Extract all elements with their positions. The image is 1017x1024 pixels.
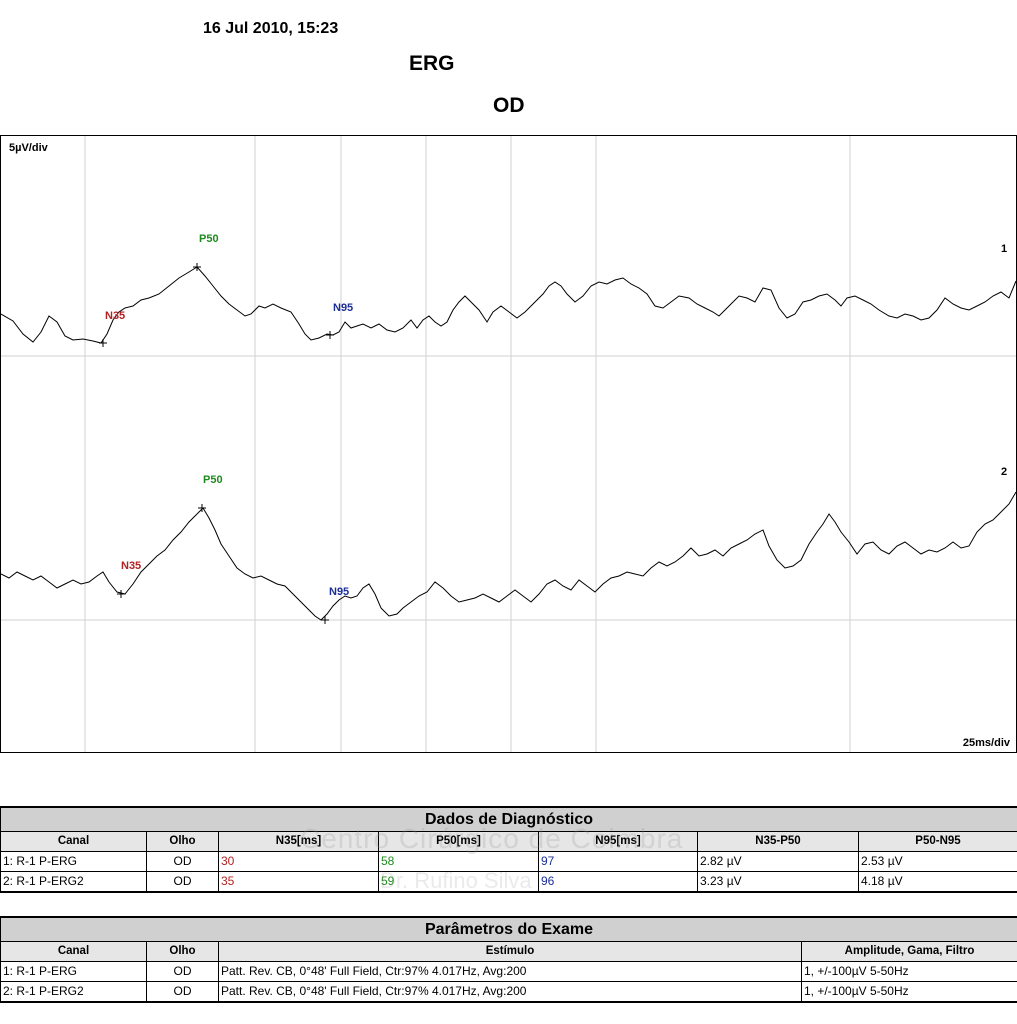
report-datetime: 16 Jul 2010, 15:23 (203, 20, 339, 37)
column-header: N95[ms] (538, 831, 698, 852)
plot-grid (1, 136, 1016, 752)
channel-1-number: 1 (1001, 243, 1008, 255)
report-title: ERG (409, 52, 455, 75)
column-header: Estímulo (218, 941, 802, 962)
n95-cell: 97 (538, 851, 698, 872)
table-header-row: Canal Olho Estímulo Amplitude, Gama, Fil… (0, 941, 1017, 962)
eye-cell: OD (146, 851, 219, 872)
column-header: N35[ms] (218, 831, 379, 852)
ch1-n35-label: N35 (105, 310, 126, 322)
table-header-row: Canal Olho N35[ms] P50[ms] N95[ms] N35-P… (0, 831, 1017, 852)
p50-n95-cell: 2.53 µV (858, 851, 1017, 872)
column-header: Canal (0, 831, 147, 852)
column-header: P50[ms] (378, 831, 539, 852)
p50-n95-cell: 4.18 µV (858, 871, 1017, 893)
diagnostic-data-table: Dados de Diagnóstico Canal Olho N35[ms] … (0, 806, 1017, 893)
waveform-svg (1, 136, 1016, 752)
channel-cell: 2: R-1 P-ERG2 (0, 871, 147, 893)
ch1-p50-label: P50 (199, 233, 219, 245)
table-row: 2: R-1 P-ERG2 OD Patt. Rev. CB, 0°48' Fu… (0, 981, 1017, 1003)
x-scale-label: 25ms/div (962, 737, 1010, 749)
p50-cell: 58 (378, 851, 539, 872)
n35-p50-cell: 2.82 µV (697, 851, 859, 872)
channel-2-number: 2 (1001, 466, 1008, 478)
column-header: P50-N95 (858, 831, 1017, 852)
parameters-table-title: Parâmetros do Exame (0, 916, 1017, 942)
erg-waveform-plot: 5µV/div 25ms/div 1 2 N35 P50 N95 N35 P50… (0, 135, 1017, 753)
n35-cell: 30 (218, 851, 379, 872)
trace-channel-1 (1, 266, 1016, 344)
table-row: 1: R-1 P-ERG OD Patt. Rev. CB, 0°48' Ful… (0, 961, 1017, 982)
column-header: Olho (146, 941, 219, 962)
table-row: 2: R-1 P-ERG2 OD 35 59 96 3.23 µV 4.18 µ… (0, 871, 1017, 893)
table-row: 1: R-1 P-ERG OD 30 58 97 2.82 µV 2.53 µV (0, 851, 1017, 872)
column-header: Canal (0, 941, 147, 962)
column-header: N35-P50 (697, 831, 859, 852)
exam-parameters-table: Parâmetros do Exame Canal Olho Estímulo … (0, 916, 1017, 1003)
trace-channel-2 (1, 491, 1016, 621)
n35-p50-cell: 3.23 µV (697, 871, 859, 893)
ch1-n95-label: N95 (333, 302, 354, 314)
peak-markers (99, 263, 334, 624)
ch2-n35-label: N35 (121, 560, 142, 572)
diagnostic-table-title: Dados de Diagnóstico (0, 806, 1017, 832)
y-scale-label: 5µV/div (9, 142, 48, 154)
eye-label: OD (493, 94, 525, 117)
ch2-n95-label: N95 (329, 586, 350, 598)
amplitude-cell: 1, +/-100µV 5-50Hz (800, 961, 1017, 982)
eye-cell: OD (146, 981, 219, 1003)
channel-cell: 1: R-1 P-ERG (0, 961, 147, 982)
amplitude-cell: 1, +/-100µV 5-50Hz (800, 981, 1017, 1003)
eye-cell: OD (146, 871, 219, 893)
eye-cell: OD (146, 961, 219, 982)
n95-cell: 96 (538, 871, 698, 893)
channel-cell: 1: R-1 P-ERG (0, 851, 147, 872)
stimulus-cell: Patt. Rev. CB, 0°48' Full Field, Ctr:97%… (218, 981, 802, 1003)
ch2-p50-label: P50 (203, 474, 223, 486)
column-header: Olho (146, 831, 219, 852)
channel-cell: 2: R-1 P-ERG2 (0, 981, 147, 1003)
stimulus-cell: Patt. Rev. CB, 0°48' Full Field, Ctr:97%… (218, 961, 802, 982)
column-header: Amplitude, Gama, Filtro (800, 941, 1017, 962)
p50-cell: 59 (378, 871, 539, 893)
n35-cell: 35 (218, 871, 379, 893)
